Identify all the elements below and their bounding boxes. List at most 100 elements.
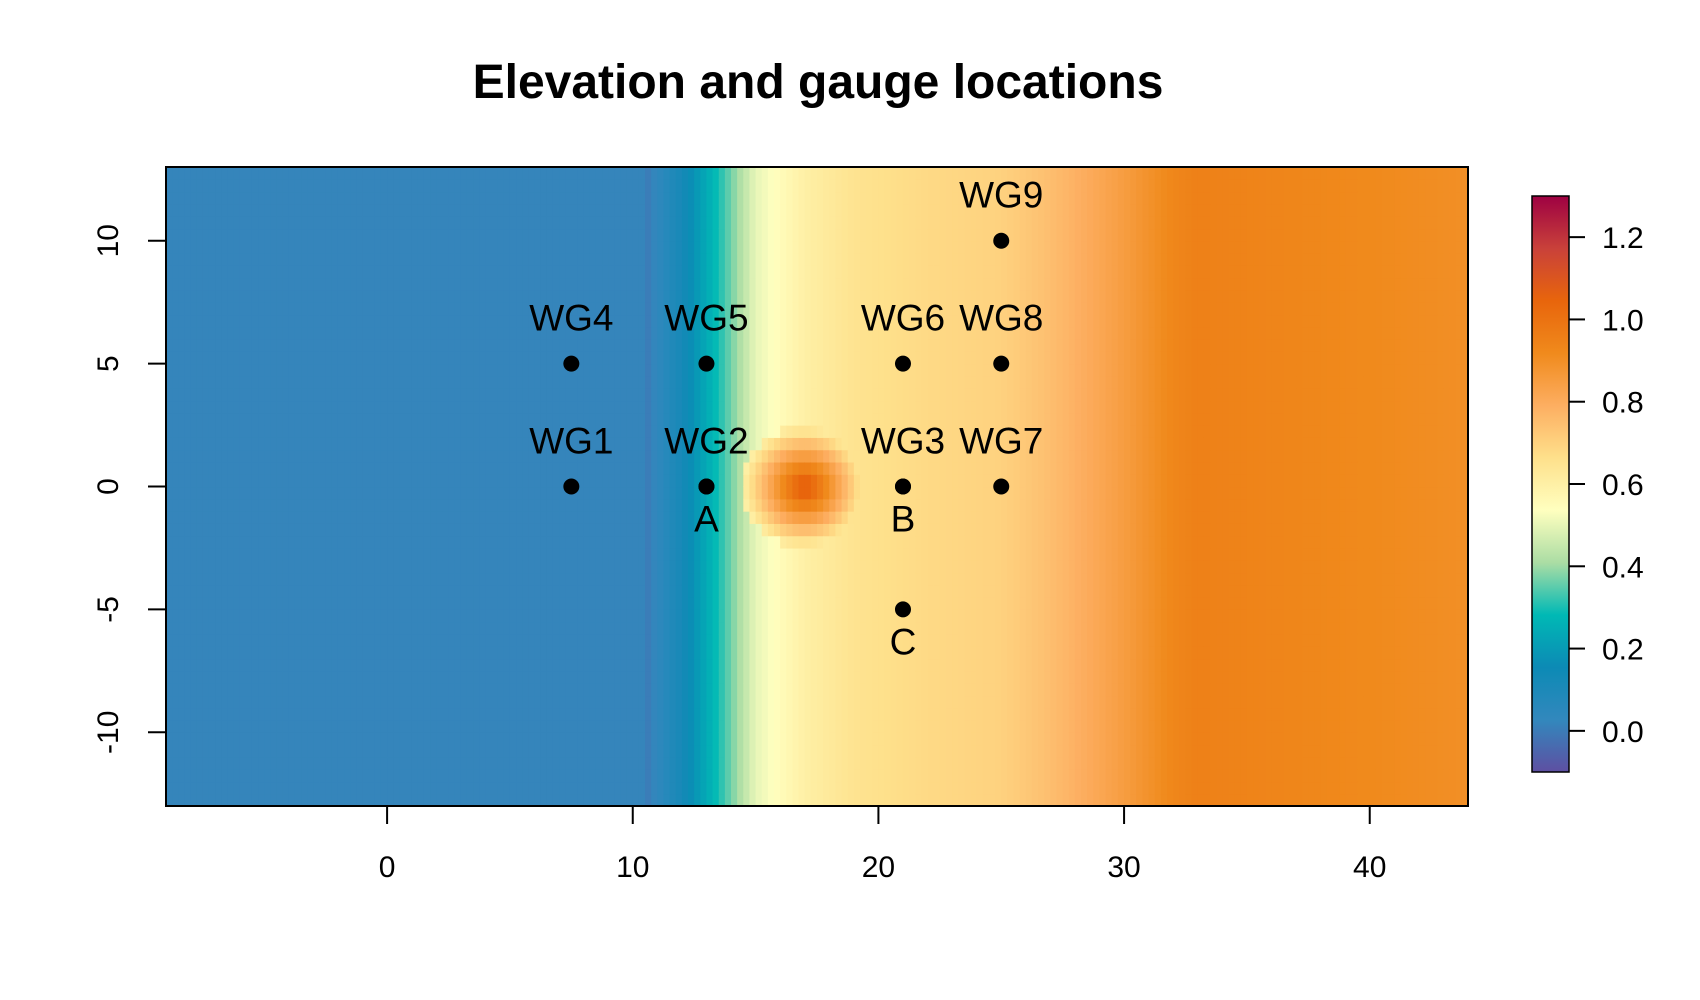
heat-cell <box>325 523 333 537</box>
heat-cell <box>663 240 671 254</box>
heat-cell <box>233 658 241 672</box>
heat-cell <box>608 560 615 574</box>
heat-cell <box>251 203 259 217</box>
heat-cell <box>233 265 241 279</box>
heat-cell <box>540 584 548 598</box>
heat-cell <box>577 707 585 721</box>
heat-cell <box>294 670 302 684</box>
heat-cell <box>184 695 192 709</box>
heat-cell <box>356 449 364 463</box>
heat-cell <box>552 314 560 328</box>
heat-cell <box>208 756 216 770</box>
heat-cell <box>546 400 554 414</box>
heat-cell <box>712 670 720 684</box>
heat-cell <box>313 756 321 770</box>
heat-cell <box>688 253 695 266</box>
heat-cell <box>337 289 345 303</box>
heat-cell <box>546 375 554 389</box>
heat-cell <box>589 719 597 733</box>
heat-cell <box>681 191 689 205</box>
heat-cell <box>208 474 216 488</box>
heat-cell <box>614 658 622 672</box>
heat-cell <box>399 314 407 328</box>
heat-cell <box>743 658 751 672</box>
heat-cell <box>522 781 529 795</box>
heat-cell <box>411 191 419 205</box>
heat-cell <box>288 265 296 279</box>
heat-cell <box>331 302 339 316</box>
heat-cell <box>393 375 400 389</box>
heat-cell <box>694 670 701 684</box>
heat-cell <box>387 289 394 303</box>
heat-cell <box>571 793 579 807</box>
heat-cell <box>706 756 714 770</box>
heat-cell <box>227 756 235 770</box>
heat-cell <box>362 375 370 389</box>
heat-cell <box>546 191 554 205</box>
heat-cell <box>503 277 511 291</box>
heat-cell <box>503 523 511 537</box>
heat-cell <box>178 597 186 610</box>
heat-cell <box>583 756 591 770</box>
heat-cell <box>288 474 296 488</box>
heat-cell <box>657 302 665 316</box>
heat-cell <box>503 203 511 217</box>
heat-cell <box>233 486 241 500</box>
heat-cell <box>718 707 726 721</box>
heat-cell <box>215 375 222 389</box>
heat-cell <box>632 511 640 524</box>
heat-cell <box>743 756 751 770</box>
heat-cell <box>405 191 413 205</box>
heat-cell <box>620 695 628 709</box>
heat-cell <box>319 437 327 451</box>
heat-cell <box>423 511 431 524</box>
heat-cell <box>638 633 646 647</box>
heat-cell <box>559 289 566 303</box>
heat-cell <box>356 793 364 807</box>
heat-cell <box>166 670 173 684</box>
heat-cell <box>485 572 493 586</box>
heat-cell <box>473 326 480 340</box>
heat-cell <box>190 597 198 610</box>
heat-cell <box>221 363 229 377</box>
heat-cell <box>724 179 732 193</box>
heat-cell <box>442 781 450 795</box>
heat-cell <box>448 265 456 279</box>
heat-cell <box>509 253 517 266</box>
heat-cell <box>387 363 394 377</box>
heat-cell <box>166 314 173 328</box>
heat-cell <box>565 339 572 352</box>
heat-cell <box>595 584 603 598</box>
heat-cell <box>405 597 413 610</box>
heat-cell <box>196 240 204 254</box>
heat-cell <box>436 621 443 635</box>
heat-cell <box>313 375 321 389</box>
heat-cell <box>577 277 585 291</box>
heat-cell <box>319 400 327 414</box>
heat-cell <box>251 437 259 451</box>
heat-cell <box>645 695 652 709</box>
heat-cell <box>337 597 345 610</box>
heat-cell <box>491 707 499 721</box>
heat-cell <box>663 547 671 561</box>
heat-cell <box>632 707 640 721</box>
heat-cell <box>516 437 523 451</box>
heat-cell <box>608 191 615 205</box>
heat-cell <box>466 400 474 414</box>
heat-cell <box>466 535 474 549</box>
heat-cell <box>319 511 327 524</box>
heat-cell <box>466 314 474 328</box>
heat-cell <box>595 253 603 266</box>
heat-cell <box>669 707 677 721</box>
heat-cell <box>344 633 351 647</box>
heat-cell <box>645 658 652 672</box>
heat-cell <box>258 240 265 254</box>
heat-cell <box>178 756 186 770</box>
heat-cell <box>638 253 646 266</box>
heat-cell <box>196 277 204 291</box>
heat-cell <box>190 474 198 488</box>
heat-cell <box>166 167 173 180</box>
heat-cell <box>645 535 652 549</box>
heat-cell <box>337 646 345 660</box>
heat-cell <box>325 265 333 279</box>
